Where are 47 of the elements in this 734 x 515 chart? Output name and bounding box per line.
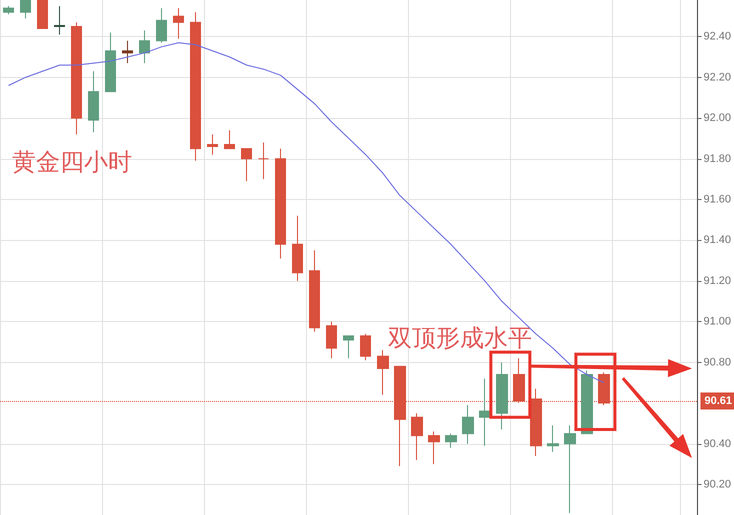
candlestick [224,130,235,150]
candlestick [462,404,474,444]
candlestick [581,370,593,434]
candlestick [241,148,252,182]
y-tick-label: 92.00 [703,112,732,124]
candlestick [3,6,14,15]
candlestick [122,40,133,64]
y-tick-label: 91.40 [703,234,732,246]
line-series [8,42,604,384]
candlestick [258,142,269,180]
y-tick-label: 91.60 [703,193,732,206]
candlestick [326,321,337,359]
candlestick [88,70,99,133]
candlestick [564,424,576,514]
candlestick [496,362,508,430]
candlestick [292,215,303,282]
candlestick [190,12,201,162]
y-tick-label: 91.80 [703,152,732,165]
annotation: 黄金四小时 [12,148,132,176]
candlestick [71,22,82,135]
candlestick [377,350,389,396]
candlestick [428,431,440,465]
candlestick [343,335,354,359]
candlestick [547,424,559,452]
y-tick-label: 91.20 [703,274,732,287]
candlestick [445,433,457,448]
candlestick [54,6,65,36]
candlestick [275,148,286,260]
candlestick [139,30,150,64]
candlestick [37,0,48,29]
candlestick [207,134,218,156]
ref-line-label: 90.61 [704,395,732,408]
candlestick [20,0,31,19]
y-tick-label: 90.20 [703,478,732,490]
y-tick-label: 92.20 [703,71,732,84]
y-tick-label: 92.40 [703,30,732,43]
candlestick [479,378,491,446]
candlestick [411,412,423,461]
y-tick-label: 90.80 [703,356,732,368]
annotation: 双顶形成水平 [388,324,532,352]
y-tick-label: 90.40 [703,438,732,450]
candlestick [309,250,320,332]
candlestick [360,333,371,361]
candlestick [173,8,184,40]
y-tick-label: 91.00 [703,316,732,328]
candlestick [105,32,116,92]
candlestick [156,8,167,44]
